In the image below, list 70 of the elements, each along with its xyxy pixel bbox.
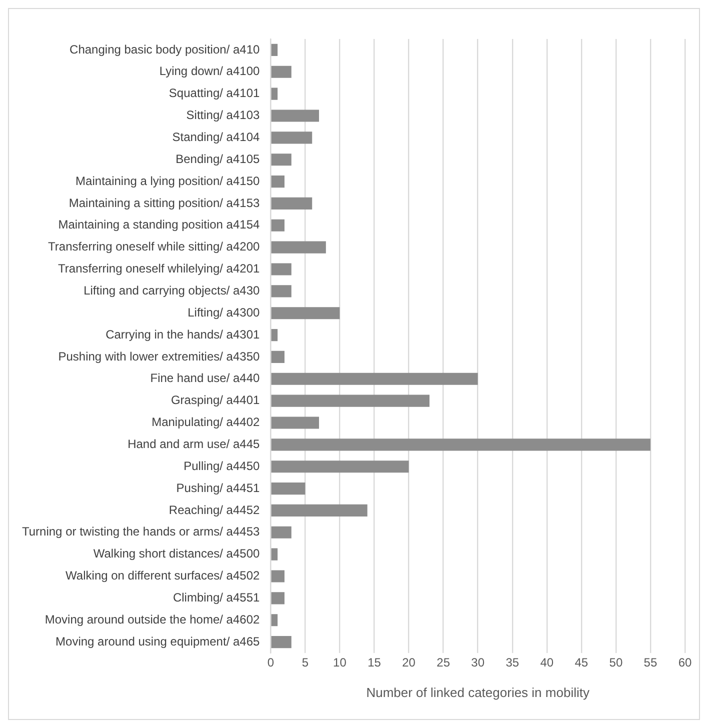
bar xyxy=(271,154,292,166)
bar xyxy=(271,592,284,604)
x-tick-label: 50 xyxy=(609,656,623,670)
bar xyxy=(271,66,292,78)
bar xyxy=(271,285,292,298)
y-tick-label: Reaching/ a4452 xyxy=(168,502,260,517)
bar xyxy=(271,350,284,363)
bar xyxy=(271,132,312,144)
y-tick-label: Changing basic body position/ a410 xyxy=(70,42,260,56)
x-tick-label: 5 xyxy=(302,656,309,670)
x-axis-title: Number of linked categories in mobility xyxy=(366,684,590,700)
y-tick-label: Lifting and carrying objects/ a430 xyxy=(84,283,260,298)
bar xyxy=(271,504,368,516)
bar xyxy=(271,482,306,495)
bar xyxy=(271,197,312,210)
bar xyxy=(271,219,284,232)
bar xyxy=(271,110,320,122)
bar xyxy=(271,526,292,538)
y-tick-label: Turning or twisting the hands or arms/ a4453 xyxy=(22,524,260,539)
y-tick-label: Lying down/ a4100 xyxy=(159,64,260,78)
y-tick-label: Walking on different surfaces/ a4502 xyxy=(66,568,260,583)
y-tick-label: Bending/ a4105 xyxy=(176,152,260,166)
bar xyxy=(271,329,278,342)
y-tick-label: Fine hand use/ a440 xyxy=(150,371,260,386)
bar xyxy=(271,88,278,100)
bar xyxy=(271,44,278,56)
x-tick-label: 35 xyxy=(506,656,520,670)
y-tick-label: Pulling/ a4450 xyxy=(184,458,260,473)
y-tick-label: Manipulating/ a4402 xyxy=(152,415,260,430)
bar xyxy=(271,548,278,560)
x-tick-label: 10 xyxy=(333,656,347,670)
x-tick-label: 25 xyxy=(436,656,450,670)
x-tick-label: 60 xyxy=(678,656,692,670)
y-tick-label: Pushing with lower extremities/ a4350 xyxy=(58,349,260,364)
y-tick-label: Moving around using equipment/ a465 xyxy=(56,634,260,648)
y-tick-label: Grasping/ a4401 xyxy=(170,393,260,408)
bar xyxy=(271,636,292,648)
bar xyxy=(271,372,478,385)
y-tick-label: Transferring oneself while sitting/ a4200 xyxy=(48,240,260,254)
y-tick-label: Maintaining a sitting position/ a4153 xyxy=(68,196,260,210)
y-tick-label: Transferring oneself whilelying/ a4201 xyxy=(58,262,260,276)
y-tick-label: Carrying in the hands/ a4301 xyxy=(106,327,260,342)
y-tick-label: Pushing/ a4451 xyxy=(176,480,260,495)
y-tick-label: Squatting/ a4101 xyxy=(168,86,260,100)
y-tick-label: Lifting/ a4300 xyxy=(188,305,260,320)
bar xyxy=(271,460,409,473)
x-tick-label: 45 xyxy=(574,656,588,670)
x-tick-label: 20 xyxy=(402,656,416,670)
bar xyxy=(271,241,326,254)
y-tick-label: Maintaining a standing position a4154 xyxy=(58,218,260,232)
bar xyxy=(271,394,430,407)
y-tick-label: Hand and arm use/ a445 xyxy=(128,436,260,451)
bar xyxy=(271,176,284,188)
bar xyxy=(271,416,320,429)
x-tick-label: 0 xyxy=(267,656,274,670)
y-tick-label: Climbing/ a4551 xyxy=(172,590,260,604)
x-tick-label: 55 xyxy=(644,656,658,670)
bar xyxy=(271,438,650,451)
bar xyxy=(271,263,292,276)
y-tick-label: Moving around outside the home/ a4602 xyxy=(44,612,260,626)
bar xyxy=(271,614,278,626)
x-tick-label: 15 xyxy=(368,656,382,670)
y-tick-label: Sitting/ a4103 xyxy=(186,108,260,122)
y-tick-label: Standing/ a4104 xyxy=(172,130,260,144)
y-tick-label: Maintaining a lying position/ a4150 xyxy=(76,174,260,188)
y-tick-label: Walking short distances/ a4500 xyxy=(93,546,260,561)
bar xyxy=(271,570,284,582)
x-tick-label: 30 xyxy=(471,656,485,670)
bar xyxy=(271,307,340,320)
x-tick-label: 40 xyxy=(540,656,554,670)
